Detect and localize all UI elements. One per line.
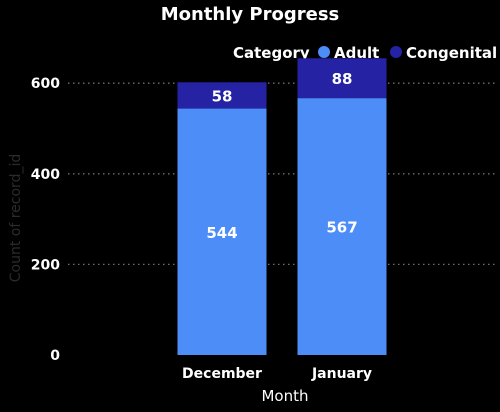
legend-marker-congenital: [390, 46, 402, 58]
x-axis-ticks: December January: [182, 366, 372, 382]
y-tick-label: 0: [50, 348, 60, 364]
y-tick-label: 200: [31, 257, 60, 273]
gridlines: [68, 82, 495, 266]
data-label: 88: [332, 70, 353, 88]
data-label: 544: [206, 224, 237, 242]
x-tick-label: January: [311, 366, 372, 382]
bar-congenital: [177, 82, 267, 109]
data-label: 58: [212, 87, 233, 105]
legend-marker-adult: [318, 46, 330, 58]
chart-title: Monthly Progress: [161, 4, 340, 25]
bar-adult: [297, 98, 387, 355]
x-axis-label: Month: [261, 387, 308, 405]
y-tick-label: 600: [31, 76, 60, 92]
bars: 544 58 567 88: [177, 58, 387, 355]
y-axis-label: Count of record_id: [8, 154, 24, 282]
bar-stack-january: 567 88: [297, 58, 387, 355]
legend-label-adult: Adult: [334, 44, 379, 62]
legend: Category Adult Congenital: [233, 44, 497, 62]
data-label: 567: [326, 219, 357, 237]
y-axis-ticks: 0 200 400 600: [31, 76, 60, 364]
x-tick-label: December: [182, 366, 262, 382]
bar-congenital: [297, 58, 387, 99]
legend-label-congenital: Congenital: [406, 44, 497, 62]
legend-title: Category: [233, 44, 310, 62]
y-tick-label: 400: [31, 167, 60, 183]
bar-stack-december: 544 58: [177, 82, 267, 355]
bar-adult: [177, 108, 267, 355]
